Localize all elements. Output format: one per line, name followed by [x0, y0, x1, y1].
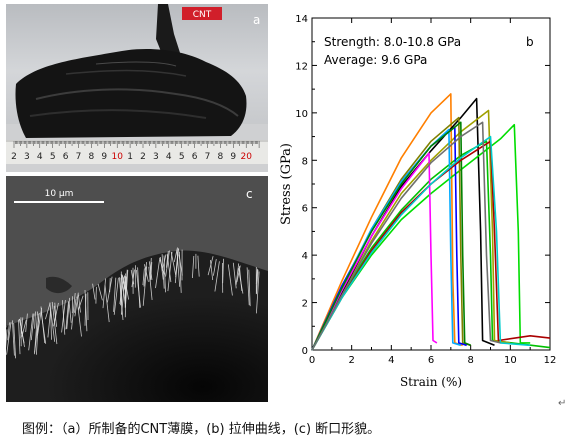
y-tick-label: 0 [302, 346, 308, 357]
y-tick-label: 8 [302, 156, 308, 167]
stress-strain-curve [311, 121, 501, 351]
ruler-number: 9 [230, 152, 236, 162]
annotation-strength: Strength: 8.0-10.8 GPa [324, 35, 461, 49]
x-tick-label: 10 [504, 355, 517, 366]
ruler-number: 3 [153, 152, 159, 162]
fiber-strands [6, 247, 260, 359]
ruler-number: 7 [205, 152, 211, 162]
y-tick-label: 6 [302, 204, 308, 215]
y-tick-label: 2 [302, 299, 308, 310]
stress-strain-curve [311, 135, 531, 351]
x-tick-label: 2 [348, 355, 354, 366]
x-axis-label: Strain (%) [400, 375, 462, 389]
stress-strain-curve [311, 121, 471, 351]
ruler-numbers: 2 3 4 5 6 7 8 9 10 1 2 3 4 5 6 7 8 9 20 [11, 152, 252, 162]
x-tick-label: 0 [309, 355, 315, 366]
ruler-number: 5 [179, 152, 185, 162]
ruler-number: 2 [140, 152, 146, 162]
stress-strain-chart: 0 2 4 6 8 10 12 0 2 4 6 8 10 12 14 Strength: 8.0-10.8 … [278, 4, 566, 396]
panel-c-letter: c [246, 187, 253, 201]
y-tick-label: 10 [295, 109, 308, 120]
x-tick-label: 12 [544, 355, 557, 366]
x-tick-label: 8 [467, 355, 473, 366]
y-tick-label: 14 [295, 14, 308, 25]
y-axis-label: Stress (GPa) [279, 143, 294, 225]
x-tick-label: 4 [388, 355, 394, 366]
y-tick-label: 4 [302, 251, 308, 262]
x-tick-label: 6 [428, 355, 434, 366]
panel-a-letter: a [253, 13, 260, 27]
ruler-number: 1 [127, 152, 133, 162]
stress-strain-curve [311, 152, 438, 351]
ruler-number: 9 [101, 152, 107, 162]
scale-bar-label: 10 μm [45, 189, 74, 199]
paragraph-mark: ↵ [558, 398, 567, 409]
ruler-number: 2 [11, 152, 17, 162]
ruler-number: 8 [218, 152, 224, 162]
y-tick-label: 12 [295, 61, 308, 72]
figure-caption: 图例：（a）所制备的CNT薄膜，(b) 拉伸曲线，(c) 断口形貌。 [22, 422, 381, 437]
ruler-number: 20 [240, 152, 252, 162]
ruler-number: 3 [24, 152, 30, 162]
ruler-number: 6 [63, 152, 69, 162]
ruler-number: 7 [76, 152, 82, 162]
annotation-average: Average: 9.6 GPa [324, 53, 427, 67]
cnt-film-photo: CNT 2 3 4 5 6 7 8 9 10 1 2 3 4 5 6 7 8 9 20 a [6, 4, 268, 172]
panel-b-letter: b [526, 35, 534, 49]
stress-strain-curve [311, 140, 551, 351]
ruler-number: 8 [89, 152, 95, 162]
ruler-number: 5 [50, 152, 56, 162]
fracture-sem-image: 10 μm c [6, 176, 268, 402]
ruler-number: 10 [111, 152, 123, 162]
ruler-number: 6 [192, 152, 198, 162]
ruler-number: 4 [37, 152, 43, 162]
cnt-tag-label: CNT [193, 10, 212, 20]
stress-strain-curve [311, 93, 463, 351]
stress-strain-curve [311, 140, 551, 351]
ruler-number: 4 [166, 152, 172, 162]
